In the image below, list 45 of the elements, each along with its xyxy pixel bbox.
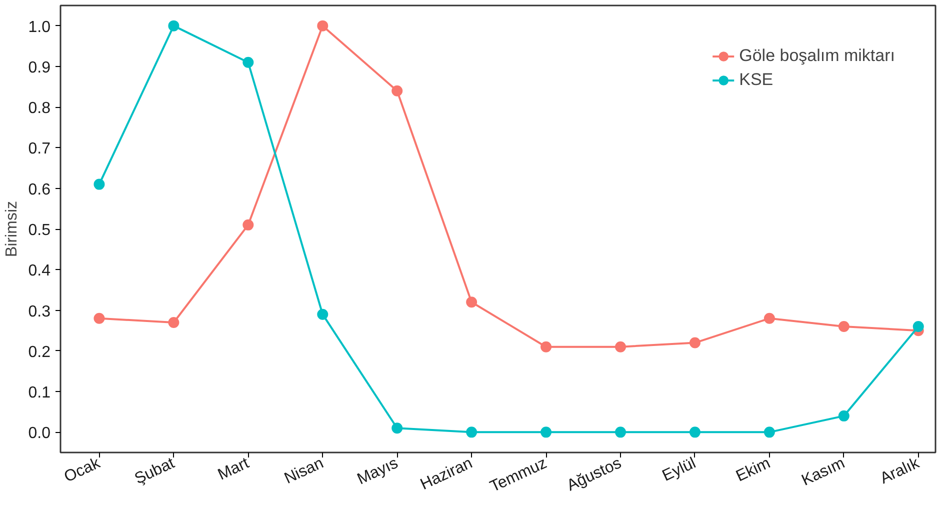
point <box>764 426 775 438</box>
y-tick-label: 0.3 <box>28 303 51 320</box>
point <box>838 321 850 332</box>
x-tick-label: Aralık <box>878 454 923 488</box>
point <box>242 219 254 230</box>
point <box>317 20 328 32</box>
point <box>912 321 924 332</box>
x-tick-label: Kasım <box>799 454 848 490</box>
point <box>317 308 328 320</box>
legend-label: KSE <box>739 70 774 90</box>
y-tick-label: 0.1 <box>28 384 51 402</box>
y-tick-label: 0.2 <box>28 344 51 361</box>
point <box>540 426 552 438</box>
legend-label: Göle boşalım miktarı <box>739 46 895 66</box>
point <box>466 296 478 308</box>
point <box>392 85 403 96</box>
x-tick-label: Eylül <box>660 454 699 485</box>
y-tick-label: 0.8 <box>28 100 51 118</box>
y-tick-label: 1.0 <box>28 18 51 36</box>
point <box>689 426 700 438</box>
point <box>168 316 180 328</box>
y-tick-label: 0.7 <box>28 140 51 158</box>
point <box>242 56 254 68</box>
point <box>764 312 775 324</box>
y-tick-label: 0.6 <box>28 181 51 198</box>
y-tick-label: 0.4 <box>28 262 51 280</box>
point <box>689 337 700 348</box>
x-tick-label: Nisan <box>282 454 326 488</box>
y-axis-title: Birimsiz <box>3 200 20 257</box>
y-tick-label: 0.0 <box>28 425 51 442</box>
point <box>168 20 180 32</box>
point <box>94 178 105 190</box>
point <box>466 426 478 438</box>
point <box>94 312 105 324</box>
x-tick-label: Ocak <box>62 454 104 486</box>
point <box>392 422 403 434</box>
point <box>615 341 626 352</box>
x-tick-label: Ekim <box>734 454 774 486</box>
point <box>540 341 552 352</box>
y-tick-label: 0.5 <box>28 222 51 239</box>
point <box>838 410 850 422</box>
x-tick-label: Mart <box>216 454 252 484</box>
y-tick-label: 0.9 <box>28 59 51 76</box>
point <box>615 426 626 438</box>
x-tick-label: Mayıs <box>354 454 401 488</box>
